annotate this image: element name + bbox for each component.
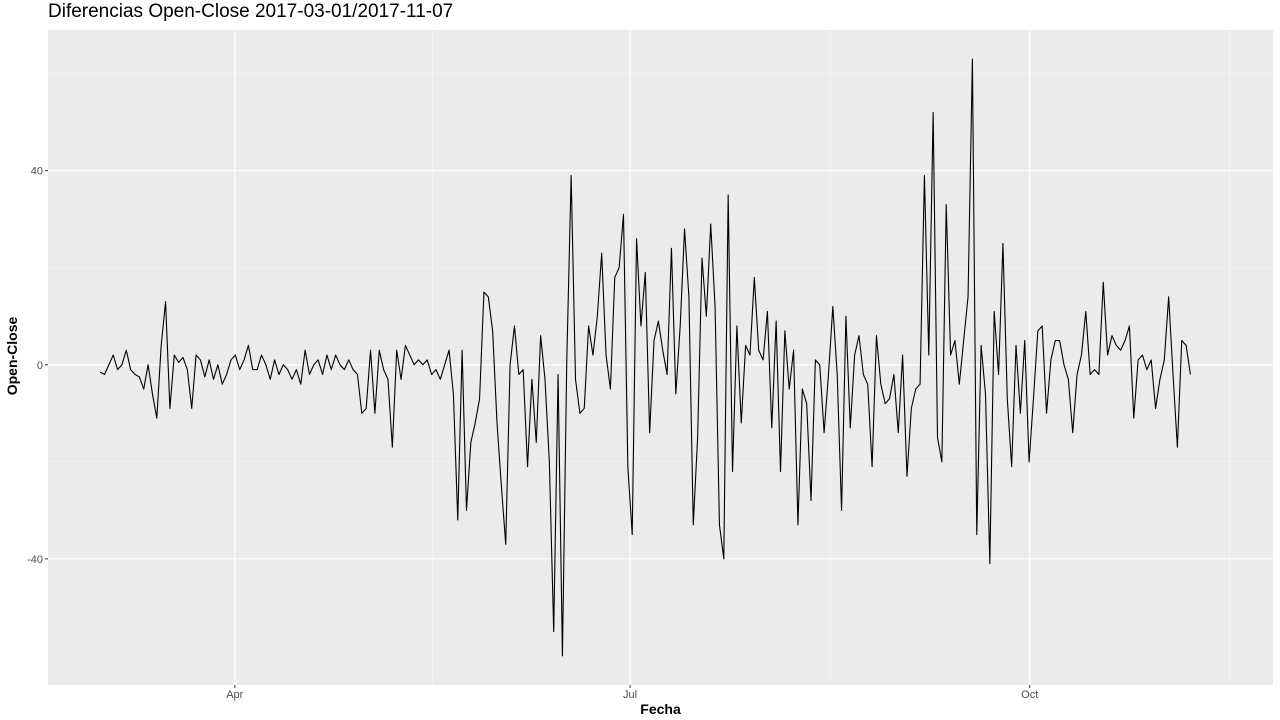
x-tick-label: Oct (1021, 689, 1038, 701)
chart-title: Diferencias Open-Close 2017-03-01/2017-1… (48, 1, 454, 22)
y-axis-label: Open-Close (4, 316, 20, 396)
series-line (99, 58, 1192, 657)
plot-panel (48, 30, 1273, 685)
y-tick-label: 40 (31, 166, 43, 178)
x-tick-label: Jul (623, 689, 637, 701)
y-tick-label: 0 (37, 360, 43, 372)
x-tick-label: Apr (226, 689, 243, 701)
x-axis-label: Fecha (640, 701, 681, 717)
y-tick-label: -40 (27, 554, 43, 566)
